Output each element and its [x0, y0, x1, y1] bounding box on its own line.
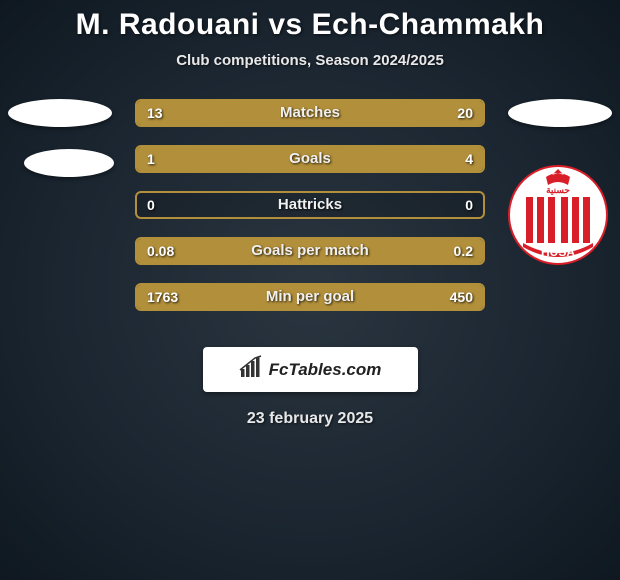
date-label: 23 february 2025: [0, 410, 620, 428]
svg-text:HUSA: HUSA: [541, 245, 575, 259]
fctables-badge[interactable]: FcTables.com: [203, 347, 418, 392]
comparison-area: حسنية HUSA 13Matches201Goals40Hattricks0…: [0, 99, 620, 329]
stat-label: Min per goal: [137, 285, 483, 309]
stat-value-right: 450: [450, 285, 473, 309]
player-a-name: M. Radouani: [76, 8, 260, 41]
bar-chart-icon: [239, 355, 263, 384]
stat-value-right: 20: [457, 101, 473, 125]
vs-separator: vs: [268, 8, 302, 41]
stat-row: 1763Min per goal450: [135, 283, 485, 311]
stat-value-right: 0.2: [454, 239, 473, 263]
svg-text:حسنية: حسنية: [546, 185, 570, 195]
comparison-title: M. Radouani vs Ech-Chammakh: [0, 8, 620, 42]
player-b-name: Ech-Chammakh: [312, 8, 545, 41]
stat-row: 0Hattricks0: [135, 191, 485, 219]
stat-row: 13Matches20: [135, 99, 485, 127]
placeholder-oval-icon: [24, 149, 114, 177]
placeholder-oval-icon: [508, 99, 612, 127]
placeholder-oval-icon: [8, 99, 112, 127]
subtitle: Club competitions, Season 2024/2025: [0, 52, 620, 69]
fctables-label: FcTables.com: [269, 360, 382, 380]
player-b-avatar: حسنية HUSA: [508, 99, 612, 275]
stat-row: 1Goals4: [135, 145, 485, 173]
club-logo-husa: حسنية HUSA: [508, 155, 608, 275]
stat-value-right: 0: [465, 193, 473, 217]
player-a-avatar: [8, 99, 114, 199]
stat-label: Goals per match: [137, 239, 483, 263]
stat-label: Hattricks: [137, 193, 483, 217]
stat-value-right: 4: [465, 147, 473, 171]
stats-list: 13Matches20 1Goals4 0Hattricks0 0.08Goals p…: [135, 99, 485, 329]
stat-row: 0.08Goals per match0.2: [135, 237, 485, 265]
stat-label: Goals: [137, 147, 483, 171]
stat-label: Matches: [137, 101, 483, 125]
